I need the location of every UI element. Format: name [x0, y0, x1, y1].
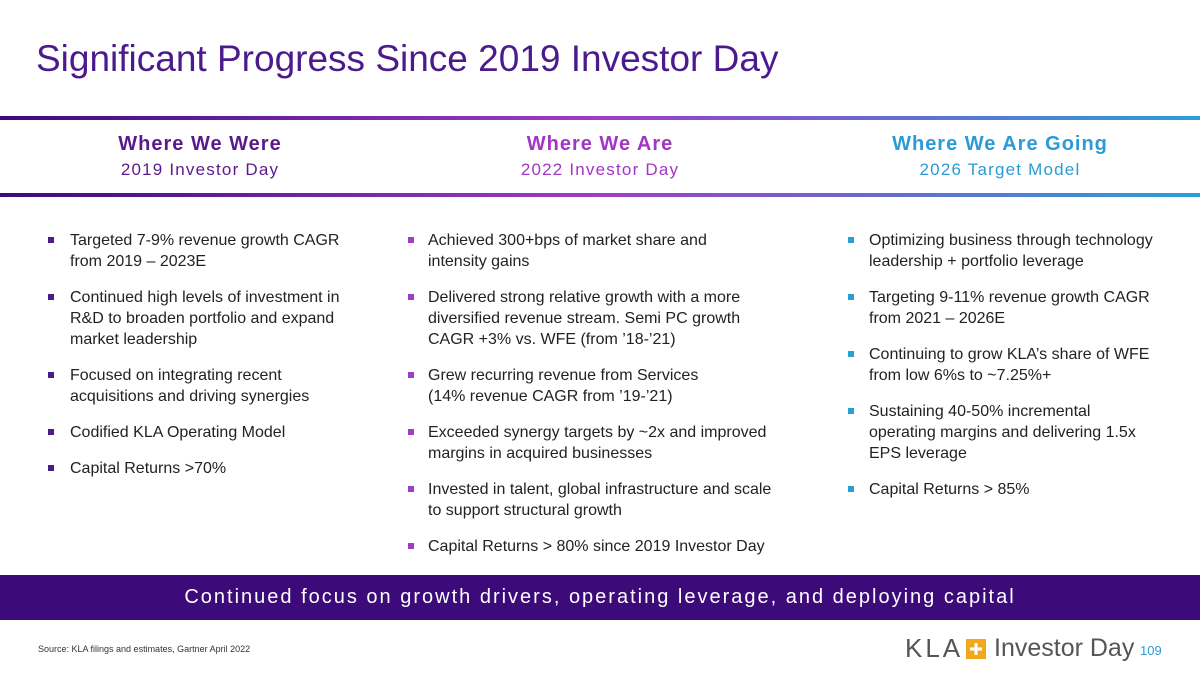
- bullet-text: Focused on integrating recent: [70, 367, 282, 384]
- bullet-text: Continuing to grow KLA’s share of WFE: [869, 346, 1150, 363]
- divider: [0, 193, 1200, 197]
- bullet-text: intensity gains: [428, 253, 530, 270]
- slide-title: Significant Progress Since 2019 Investor…: [36, 38, 779, 79]
- bullet-marker: [848, 294, 854, 300]
- bullet-text: operating margins and delivering 1.5x: [869, 424, 1136, 441]
- bullet-text: Capital Returns > 80% since 2019 Investo…: [428, 538, 765, 555]
- column-subheading: 2022 Investor Day: [520, 160, 680, 179]
- bullet-text: from 2019 – 2023E: [70, 253, 207, 270]
- column-subheading: 2026 Target Model: [919, 160, 1081, 179]
- bullet-marker: [848, 237, 854, 243]
- logo-brand: KLA: [905, 633, 964, 663]
- divider: [0, 116, 1200, 120]
- source-note: Source: KLA filings and estimates, Gartn…: [38, 644, 251, 654]
- bullet-text: R&D to broaden portfolio and expand: [70, 310, 335, 327]
- bullet-text: Sustaining 40-50% incremental: [869, 403, 1091, 420]
- column-subheading: 2019 Investor Day: [120, 160, 280, 179]
- bullet-marker: [48, 465, 54, 471]
- bullet-text: acquisitions and driving synergies: [70, 388, 310, 405]
- bullet-text: market leadership: [70, 331, 198, 348]
- bullet-text: from low 6%s to ~7.25%+: [869, 367, 1052, 384]
- bullet-marker: [848, 408, 854, 414]
- bullet-text: from 2021 – 2026E: [869, 310, 1006, 327]
- page-number: 109: [1140, 643, 1162, 658]
- bullet-text: Continued high levels of investment in: [70, 289, 340, 306]
- bullet-text: Grew recurring revenue from Services: [428, 367, 699, 384]
- bullet-marker: [848, 486, 854, 492]
- bullet-text: Codified KLA Operating Model: [70, 424, 286, 441]
- column-heading: Where We Are Going: [892, 133, 1108, 155]
- bullet-text: diversified revenue stream. Semi PC grow…: [428, 310, 741, 327]
- bullet-marker: [408, 237, 414, 243]
- bullet-marker: [848, 351, 854, 357]
- bullet-text: Achieved 300+bps of market share and: [428, 232, 707, 249]
- bullet-text: leadership + portfolio leverage: [869, 253, 1084, 270]
- bullet-marker: [48, 294, 54, 300]
- bullet-marker: [48, 372, 54, 378]
- bullet-marker: [408, 543, 414, 549]
- column-heading: Where We Are: [526, 133, 674, 155]
- logo-plus: [966, 639, 986, 659]
- bullet-text: margins in acquired businesses: [428, 445, 653, 462]
- bullet-marker: [48, 429, 54, 435]
- bullet-text: Invested in talent, global infrastructur…: [428, 481, 772, 498]
- bullet-text: to support structural growth: [428, 502, 622, 519]
- bullet-text: Targeted 7-9% revenue growth CAGR: [70, 232, 340, 249]
- bullet-text: Capital Returns >70%: [70, 460, 227, 477]
- bullet-marker: [48, 237, 54, 243]
- bullet-text: Capital Returns > 85%: [869, 481, 1030, 498]
- bullet-text: EPS leverage: [869, 445, 967, 462]
- bullet-text: CAGR +3% vs. WFE (from ’18-’21): [428, 331, 676, 348]
- banner: Continued focus on growth drivers, opera…: [0, 575, 1200, 620]
- logo-event: Investor Day: [994, 634, 1135, 662]
- bullet-marker: [408, 429, 414, 435]
- bullet-marker: [408, 372, 414, 378]
- bullet-text: Delivered strong relative growth with a …: [428, 289, 741, 306]
- column-heading: Where We Were: [118, 133, 282, 155]
- bullet-marker: [408, 486, 414, 492]
- bullet-text: Optimizing business through technology: [869, 232, 1153, 249]
- bullet-text: Targeting 9-11% revenue growth CAGR: [869, 289, 1150, 306]
- bullet-text: Exceeded synergy targets by ~2x and impr…: [428, 424, 767, 441]
- bullet-text: (14% revenue CAGR from ’19-’21): [428, 388, 673, 405]
- bullet-marker: [408, 294, 414, 300]
